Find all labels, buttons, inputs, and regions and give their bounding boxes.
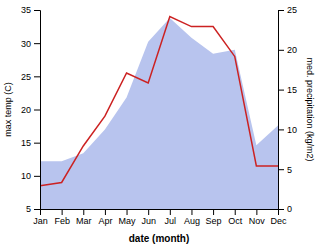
tick: 20	[21, 105, 40, 115]
tick-label: 0	[287, 204, 292, 214]
tick: 25	[278, 5, 297, 15]
tick-label: Jul	[165, 216, 177, 226]
tick-mark	[148, 209, 149, 215]
tick-mark	[278, 10, 284, 11]
tick: Dec	[270, 209, 287, 226]
x-axis-title: date (month)	[129, 233, 190, 244]
tick-mark	[213, 209, 214, 215]
y2-axis: 0 5 10 15 20 25	[278, 5, 297, 214]
tick-label: Sep	[206, 216, 222, 226]
tick: 20	[278, 45, 297, 55]
tick-mark	[191, 209, 192, 215]
tick-label: 25	[21, 72, 31, 82]
tick-mark	[105, 209, 106, 215]
tick-label: 5	[26, 204, 31, 214]
tick: 10	[278, 125, 297, 135]
tick: 15	[21, 138, 40, 148]
tick: Mar	[76, 209, 92, 226]
tick: 5	[26, 204, 40, 214]
tick-label: 35	[21, 5, 31, 15]
tick: 10	[21, 171, 40, 181]
axis-line	[279, 11, 285, 210]
tick: Oct	[228, 209, 243, 226]
tick: 30	[21, 39, 40, 49]
area	[40, 18, 278, 209]
tick-label: Mar	[76, 216, 92, 226]
tick-mark	[62, 209, 63, 215]
chart: Jan Feb Mar Apr May Jun Jul Aug Sep Oct Nov Dec 5 10 1…	[0, 0, 318, 247]
tick: Sep	[206, 209, 222, 226]
tick-mark	[34, 209, 40, 210]
tick: 25	[21, 72, 40, 82]
tick-label: 10	[21, 171, 31, 181]
tick-mark	[34, 110, 40, 111]
tick-mark	[34, 10, 40, 11]
tick: 15	[278, 85, 297, 95]
tick-label: 20	[287, 45, 297, 55]
tick-mark	[83, 209, 84, 215]
tick-label: Nov	[249, 216, 266, 226]
tick-label: Oct	[228, 216, 243, 226]
tick-label: 15	[21, 138, 31, 148]
axis-line	[41, 210, 279, 216]
tick: Jul	[165, 209, 177, 226]
tick: Apr	[98, 209, 112, 226]
line	[40, 17, 278, 186]
tick: Feb	[54, 209, 70, 226]
tick-mark	[170, 209, 171, 215]
x-axis: Jan Feb Mar Apr May Jun Jul Aug Sep Oct Nov Dec	[33, 209, 287, 226]
tick-label: 10	[287, 125, 297, 135]
tick-label: Apr	[98, 216, 112, 226]
tick: 35	[21, 5, 40, 15]
tick-label: May	[119, 216, 137, 226]
tick-label: Aug	[184, 216, 200, 226]
y-axis: 5 10 15 20 25 30 35	[21, 5, 41, 214]
tick-label: 15	[287, 85, 297, 95]
tick-label: 30	[21, 39, 31, 49]
tick-mark	[127, 209, 128, 215]
tick-label: Jun	[141, 216, 156, 226]
tick: 5	[278, 165, 292, 175]
tick-label: 5	[287, 165, 292, 175]
tick-mark	[278, 90, 284, 91]
axis-line	[34, 11, 41, 210]
y2-axis-title: med. precipitation (kg/m2)	[305, 57, 315, 161]
plot: Jan Feb Mar Apr May Jun Jul Aug Sep Oct Nov Dec 5 10 1…	[21, 5, 297, 226]
tick-label: Feb	[54, 216, 70, 226]
tick-mark	[278, 169, 284, 170]
y-axis-title: max temp (C)	[3, 82, 13, 137]
tick: Aug	[184, 209, 200, 226]
tick-mark	[34, 143, 40, 144]
tick-label: Dec	[270, 216, 287, 226]
tick: Jan	[33, 209, 48, 226]
tick-label: 25	[287, 5, 297, 15]
tick-mark	[278, 129, 284, 130]
tick-label: Jan	[33, 216, 48, 226]
marks	[40, 17, 278, 209]
tick: 0	[278, 204, 292, 214]
tick: May	[119, 209, 137, 226]
tick: Jun	[141, 209, 156, 226]
tick-mark	[278, 50, 284, 51]
tick-mark	[34, 43, 40, 44]
tick-mark	[34, 76, 40, 77]
tick-mark	[256, 209, 257, 215]
tick-mark	[34, 176, 40, 177]
tick-label: 20	[21, 105, 31, 115]
tick-mark	[278, 209, 284, 210]
tick-mark	[235, 209, 236, 215]
tick: Nov	[249, 209, 266, 226]
